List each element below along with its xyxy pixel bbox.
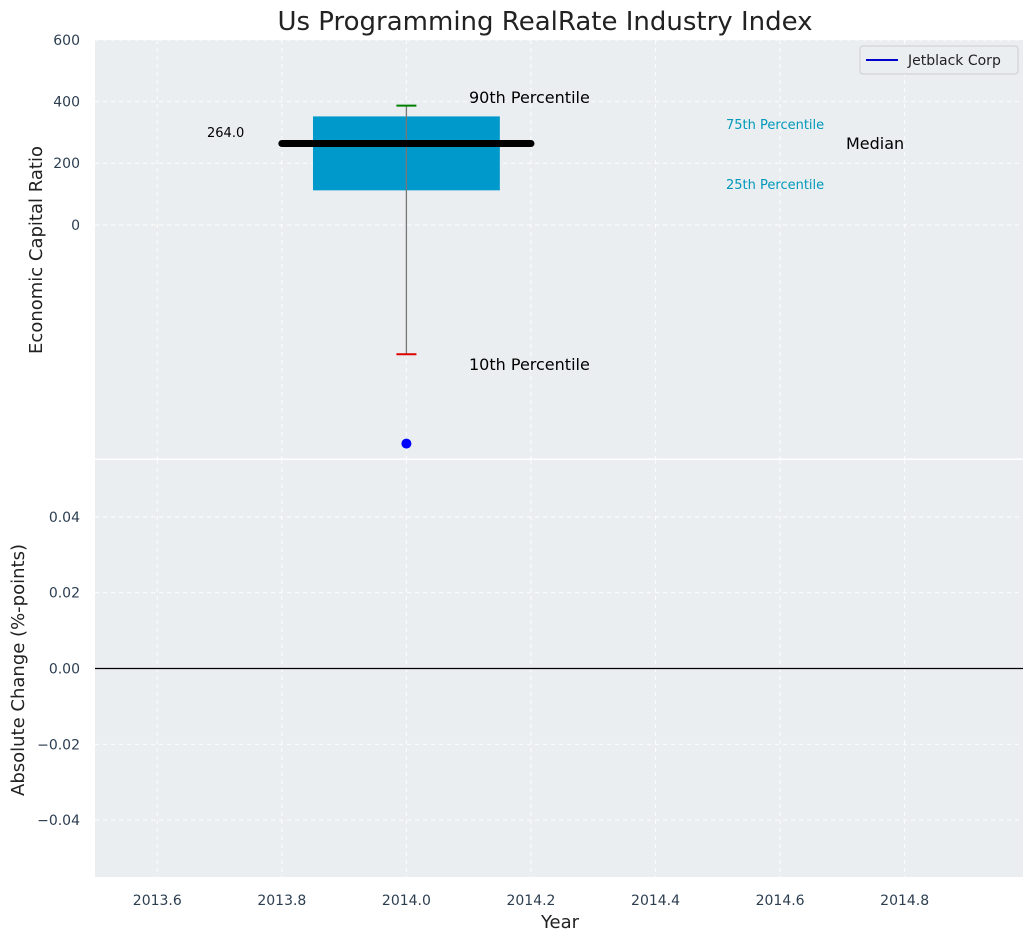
annotation-90th-percentile: 90th Percentile xyxy=(469,88,590,107)
median-value-label: 264.0 xyxy=(207,126,244,141)
x-axis-label: Year xyxy=(540,912,580,933)
top-marks xyxy=(278,104,535,449)
bottom-y-tick-label: 0.00 xyxy=(49,662,80,678)
legend: Jetblack Corp xyxy=(859,45,1019,75)
top-y-axis-label: Economic Capital Ratio xyxy=(26,146,47,354)
top-y-tick-label: 200 xyxy=(53,156,80,172)
x-tick-label: 2014.4 xyxy=(631,893,680,909)
annotation-25th-percentile: 25th Percentile xyxy=(726,178,824,193)
x-tick-label: 2013.8 xyxy=(257,893,306,909)
chart-title: Us Programming RealRate Industry Index xyxy=(277,7,812,37)
bottom-y-tick-label: −0.02 xyxy=(37,737,80,753)
top-y-tick-label: 0 xyxy=(71,218,80,234)
annotation-median: Median xyxy=(846,134,904,153)
x-tick-label: 2014.0 xyxy=(382,893,431,909)
bottom-x-ticks: 2013.6 2013.8 2014.0 2014.2 2014.4 2014.6 2014… xyxy=(133,893,929,909)
legend-box xyxy=(859,45,1019,75)
x-tick-label: 2013.6 xyxy=(133,893,182,909)
x-tick-label: 2014.6 xyxy=(756,893,805,909)
legend-label: Jetblack Corp xyxy=(907,53,1001,69)
top-y-tick-label: 600 xyxy=(53,33,80,49)
bottom-y-tick-label: 0.02 xyxy=(49,586,80,602)
top-y-tick-label: 400 xyxy=(53,95,80,111)
annotation-75th-percentile: 75th Percentile xyxy=(726,118,824,133)
x-tick-label: 2014.8 xyxy=(880,893,929,909)
top-y-ticks: 0 200 400 600 xyxy=(53,33,80,234)
bottom-y-tick-label: 0.04 xyxy=(49,510,80,526)
annotation-10th-percentile: 10th Percentile xyxy=(469,355,590,374)
company-point xyxy=(401,438,412,449)
bottom-y-ticks: 0.04 0.02 0.00 −0.02 −0.04 xyxy=(37,510,80,829)
top-plot-area xyxy=(95,40,1023,459)
bottom-y-tick-label: −0.04 xyxy=(37,813,80,829)
bottom-y-axis-label: Absolute Change (%-points) xyxy=(8,544,29,796)
x-tick-label: 2014.2 xyxy=(506,893,555,909)
